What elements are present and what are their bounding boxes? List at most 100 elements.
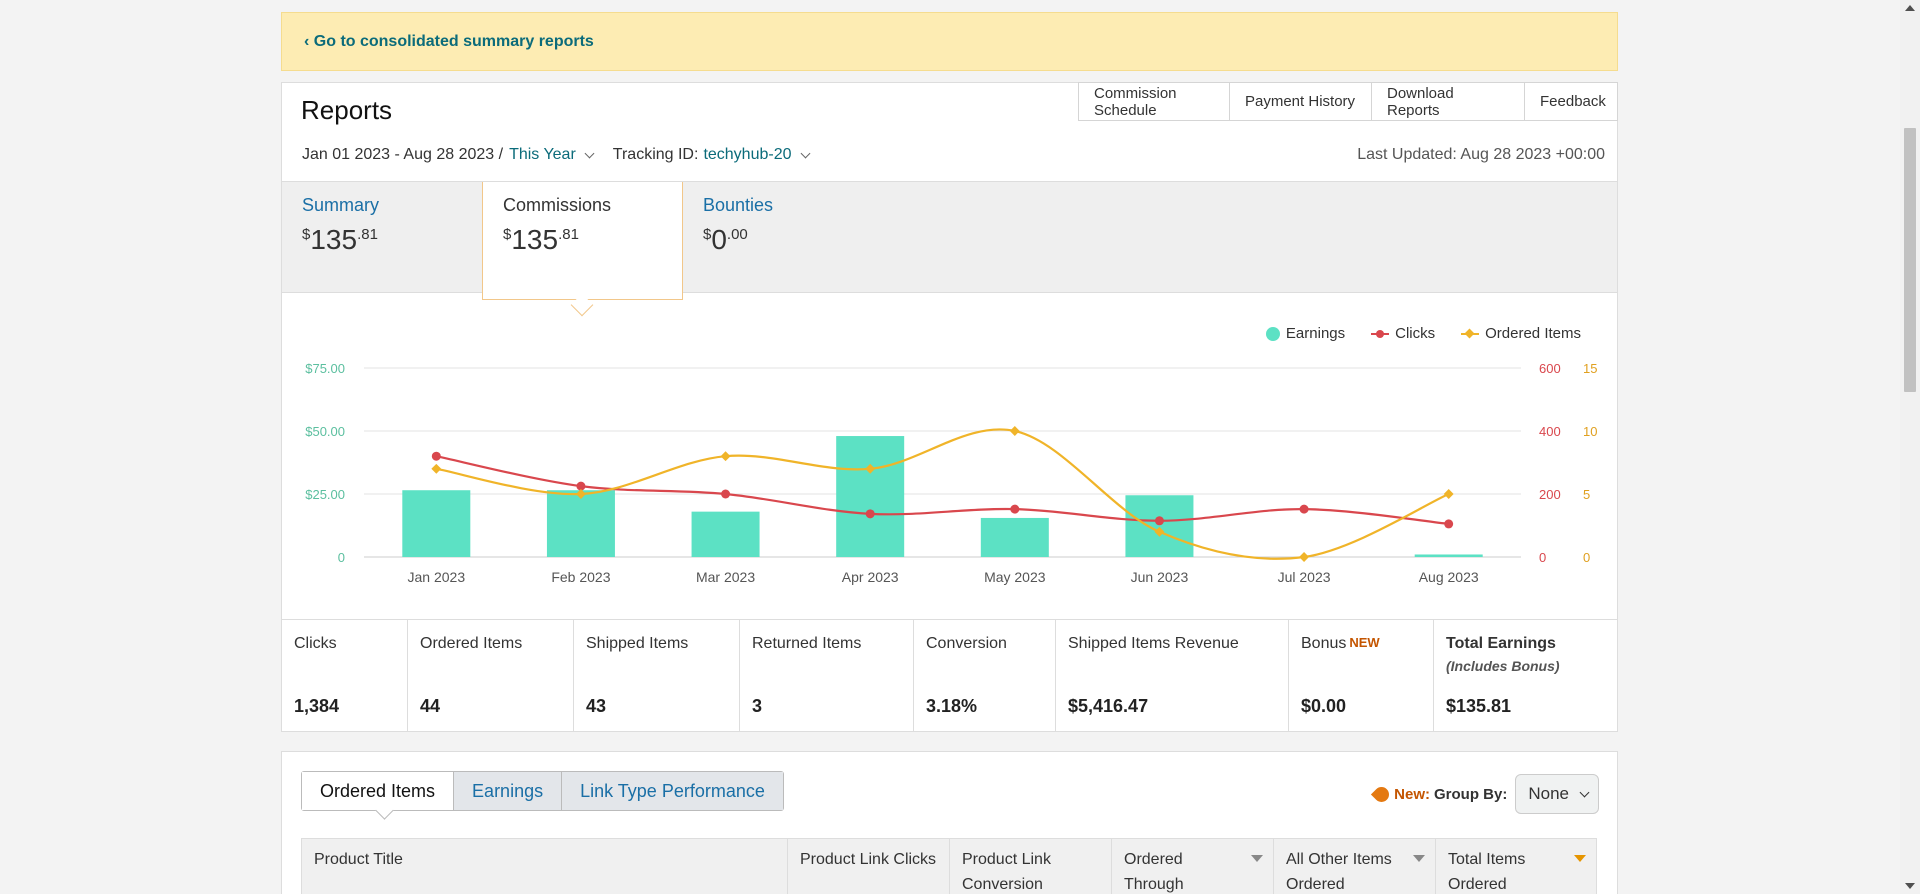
- earnings-bar: [836, 436, 905, 557]
- y-right-clicks-tick: 600: [1539, 361, 1561, 376]
- stats-row: Clicks 1,384 Ordered Items 44 Shipped It…: [282, 619, 1617, 732]
- tab-summary[interactable]: Summary $ 135 .81: [282, 182, 482, 294]
- ordered-items-point: [865, 463, 876, 474]
- stat-sublabel: (Includes Bonus): [1446, 658, 1560, 674]
- stat-label: Bonus: [1301, 635, 1347, 652]
- clicks-point: [865, 509, 875, 519]
- stat-shipped-revenue: Shipped Items Revenue $5,416.47: [1056, 620, 1289, 732]
- currency-symbol: $: [503, 226, 512, 243]
- stat-conversion: Conversion 3.18%: [914, 620, 1056, 732]
- scroll-up-arrow-icon[interactable]: [1905, 5, 1915, 11]
- tracking-id-dropdown[interactable]: techyhub-20: [703, 146, 792, 163]
- ordered-items-point: [720, 451, 731, 462]
- stat-clicks: Clicks 1,384: [282, 620, 408, 732]
- clicks-point: [576, 481, 586, 491]
- stat-value: $135.81: [1446, 696, 1512, 716]
- x-tick-label: Mar 2023: [696, 569, 755, 585]
- tab-bounties[interactable]: Bounties $ 0 .00: [683, 182, 883, 294]
- stat-label: Returned Items: [752, 635, 862, 652]
- stat-value: 1,384: [294, 696, 340, 716]
- tab-summary-label: Summary: [302, 195, 380, 215]
- page-scrollbar[interactable]: [1900, 0, 1920, 894]
- col-product-link-conversion[interactable]: Product Link Conversion: [949, 839, 1111, 894]
- legend-ordered-items[interactable]: Ordered Items: [1461, 325, 1581, 342]
- x-tick-label: Jan 2023: [408, 569, 466, 585]
- stat-label: Ordered Items: [420, 635, 523, 652]
- commission-schedule-link[interactable]: Commission Schedule: [1078, 82, 1230, 121]
- stat-value: 3: [752, 696, 763, 716]
- sort-caret-icon[interactable]: [1574, 855, 1586, 862]
- new-label: New:: [1394, 785, 1431, 803]
- stat-total-earnings: Total Earnings (Includes Bonus) $135.81: [1434, 620, 1617, 732]
- stat-label: Conversion: [926, 635, 1007, 652]
- y-left-tick: $50.00: [305, 424, 345, 439]
- tab-commissions[interactable]: Commissions $ 135 .81: [482, 182, 683, 300]
- new-badge: NEW: [1349, 635, 1380, 650]
- details-panel: Ordered Items Earnings Link Type Perform…: [281, 751, 1618, 894]
- col-product-link-clicks[interactable]: Product Link Clicks: [787, 839, 949, 894]
- reports-panel: Commission Schedule Payment History Down…: [281, 82, 1618, 732]
- clicks-line: [436, 455, 1449, 526]
- clicks-point: [1154, 516, 1164, 526]
- stat-ordered-items: Ordered Items 44: [408, 620, 574, 732]
- earnings-chart: $75.00 $50.00 $25.00 0 600 400 200 0 15 10 5 0 Jan 2…: [305, 361, 1597, 585]
- currency-symbol: $: [302, 226, 311, 243]
- last-updated: Last Updated: Aug 28 2023 +00:00: [1357, 146, 1605, 163]
- x-tick-label: Aug 2023: [1419, 569, 1479, 585]
- sort-caret-icon[interactable]: [1251, 855, 1263, 862]
- scroll-down-arrow-icon[interactable]: [1905, 883, 1915, 889]
- payment-history-link[interactable]: Payment History: [1230, 82, 1372, 121]
- feedback-link[interactable]: Feedback: [1525, 82, 1618, 121]
- stat-label: Shipped Items: [586, 635, 689, 652]
- group-by-value: None: [1528, 784, 1569, 803]
- y-right-orders-tick: 0: [1583, 550, 1590, 565]
- sort-caret-icon[interactable]: [1413, 855, 1425, 862]
- download-reports-link[interactable]: Download Reports: [1372, 82, 1525, 121]
- tab-link-type-performance[interactable]: Link Type Performance: [561, 772, 783, 810]
- x-tick-label: Apr 2023: [842, 569, 899, 585]
- period-dropdown[interactable]: This Year: [509, 146, 576, 163]
- tab-commissions-label: Commissions: [503, 195, 612, 215]
- x-tick-label: May 2023: [984, 569, 1046, 585]
- top-links: Commission Schedule Payment History Down…: [1078, 82, 1618, 121]
- legend-earnings-label: Earnings: [1285, 325, 1346, 342]
- col-total-items-ordered[interactable]: Total Items Ordered: [1435, 839, 1596, 894]
- chart-legend: Earnings Clicks Ordered Items: [1265, 325, 1581, 342]
- amount-cents: .81: [558, 226, 579, 243]
- stat-label: Total Earnings: [1446, 635, 1556, 652]
- report-tabs: Ordered Items Earnings Link Type Perform…: [301, 771, 784, 811]
- line-marker-icon: [1371, 329, 1390, 339]
- tracking-label: Tracking ID:: [612, 146, 699, 163]
- col-ordered-through[interactable]: Ordered Through: [1111, 839, 1273, 894]
- page-title: Reports: [301, 95, 393, 125]
- stat-value: 43: [586, 696, 607, 716]
- earnings-bar: [402, 490, 471, 557]
- legend-ordered-label: Ordered Items: [1485, 325, 1581, 342]
- legend-clicks[interactable]: Clicks: [1371, 325, 1435, 342]
- ordered-items-point: [1154, 526, 1165, 537]
- y-right-clicks-tick: 0: [1539, 550, 1546, 565]
- scrollbar-thumb[interactable]: [1904, 128, 1916, 392]
- tab-earnings[interactable]: Earnings: [453, 772, 562, 810]
- filter-row: Jan 01 2023 - Aug 28 2023 / This Year Tr…: [302, 146, 819, 164]
- new-feature-tag: New:: [1371, 783, 1431, 805]
- group-by-select[interactable]: None: [1515, 774, 1599, 814]
- col-all-other-items[interactable]: All Other Items Ordered: [1273, 839, 1435, 894]
- amount-whole: 0: [711, 224, 727, 255]
- y-right-orders-tick: 5: [1583, 487, 1590, 502]
- consolidated-summary-link[interactable]: ‹ Go to consolidated summary reports: [304, 33, 594, 50]
- stat-value: $0.00: [1301, 696, 1347, 716]
- clicks-point: [431, 451, 441, 461]
- stat-label: Clicks: [294, 635, 337, 652]
- y-right-orders-tick: 15: [1583, 361, 1597, 376]
- amount-cents: .81: [357, 226, 378, 243]
- clicks-point: [1444, 519, 1454, 529]
- date-range: Jan 01 2023 - Aug 28 2023 /: [302, 146, 504, 163]
- tab-ordered-items[interactable]: Ordered Items: [302, 772, 454, 810]
- summary-amount: $ 135 .81: [302, 224, 462, 256]
- clicks-point: [1010, 504, 1020, 514]
- y-right-orders-tick: 10: [1583, 424, 1597, 439]
- legend-earnings[interactable]: Earnings: [1265, 325, 1346, 342]
- col-product-title[interactable]: Product Title: [314, 851, 403, 868]
- stat-label: Shipped Items Revenue: [1068, 635, 1239, 652]
